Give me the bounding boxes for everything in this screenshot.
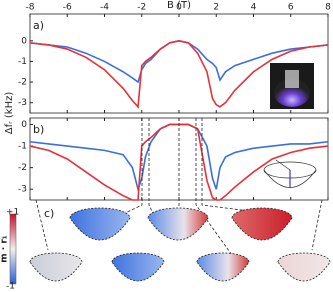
x-tick-label: -2 [137, 3, 146, 13]
series-line [29, 39, 329, 109]
inset-sketch [263, 159, 317, 188]
y-axis-label: Δfᵣ (kHz) [4, 92, 15, 135]
y-tick-label: -1 [18, 57, 27, 67]
x-tick-label: 6 [288, 3, 294, 13]
colorbar-max: +1 [6, 208, 19, 218]
x-tick-label: -8 [26, 3, 35, 13]
x-axis-label: B (T) [167, 0, 191, 11]
x-tick-label: 8 [325, 3, 331, 13]
colorbar-min: -1 [6, 282, 15, 292]
panel-label: a) [33, 19, 44, 32]
colorbar-label: m · r₁ [0, 235, 10, 263]
x-tick-label: -6 [63, 3, 72, 13]
panel-label: b) [33, 123, 44, 136]
y-tick-label: 0 [21, 36, 27, 46]
panel-label: c) [44, 207, 54, 220]
inset-tube [285, 70, 299, 88]
colorbar [9, 213, 17, 285]
y-tick-label: -1 [18, 142, 27, 152]
x-tick-label: -4 [100, 3, 109, 13]
x-tick-label: 4 [251, 3, 257, 13]
bowls [29, 207, 331, 282]
y-tick-label: -3 [18, 98, 27, 108]
y-tick-label: -3 [18, 185, 27, 195]
x-tick-label: 2 [213, 3, 219, 13]
connectors [35, 118, 323, 256]
y-tick-label: -2 [18, 163, 27, 173]
inset-glow [274, 79, 310, 107]
x-tick-label: 0 [176, 3, 182, 13]
y-tick-label: 0 [21, 120, 27, 130]
y-tick-label: -2 [18, 78, 27, 88]
